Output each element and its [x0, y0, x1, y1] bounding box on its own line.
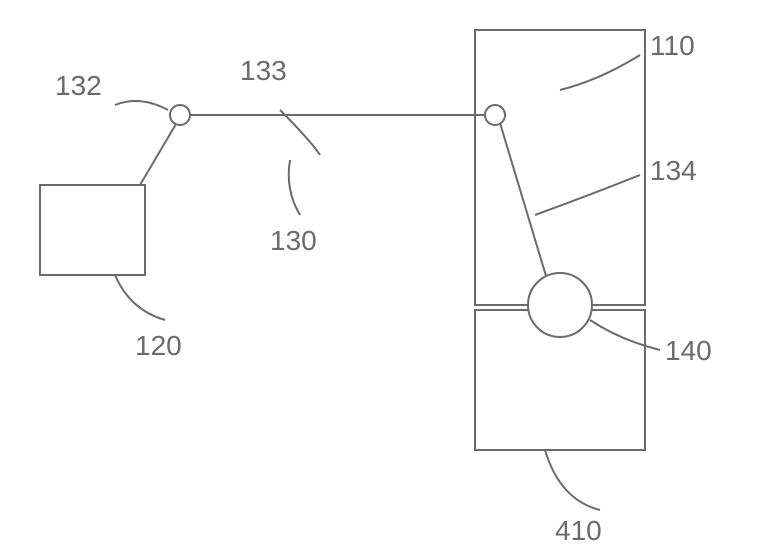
label-133: 133 — [240, 55, 287, 86]
label-130: 130 — [270, 225, 317, 256]
block-120 — [40, 185, 145, 275]
link-132-to-120 — [140, 124, 176, 185]
joint-140 — [528, 273, 592, 337]
label-140: 140 — [665, 335, 712, 366]
leader-120 — [115, 275, 165, 320]
label-134: 134 — [650, 155, 697, 186]
block-110 — [475, 30, 645, 305]
label-120: 120 — [135, 330, 182, 361]
joint-132 — [170, 105, 190, 125]
label-110: 110 — [650, 30, 695, 61]
label-410: 410 — [555, 515, 602, 546]
schematic-diagram: 110 132 133 130 120 134 140 410 — [0, 0, 763, 558]
label-132: 132 — [55, 70, 102, 101]
leader-130 — [289, 160, 300, 215]
joint-right-small — [485, 105, 505, 125]
leader-410 — [545, 450, 600, 510]
leader-132 — [115, 101, 168, 110]
leader-133 — [280, 110, 320, 155]
